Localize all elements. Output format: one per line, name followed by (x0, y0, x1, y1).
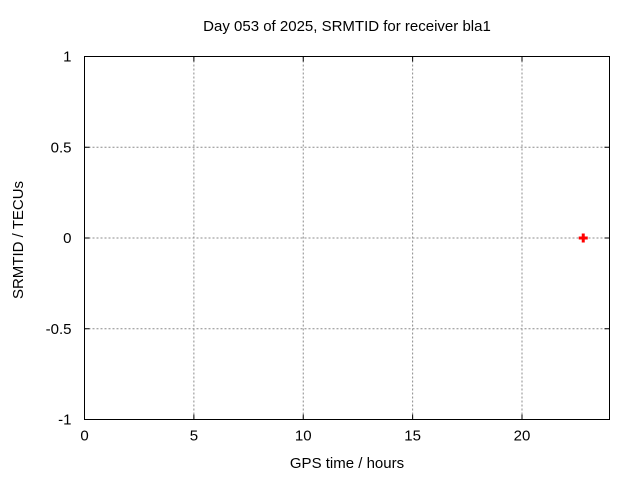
x-tick-label: 15 (404, 428, 421, 445)
y-tick-label: -1 (58, 412, 71, 429)
chart-title: Day 053 of 2025, SRMTID for receiver bla… (203, 18, 491, 35)
x-tick-label: 0 (80, 428, 88, 445)
y-tick-label: -0.5 (46, 321, 72, 338)
y-tick-label: 1 (63, 49, 71, 66)
x-tick-label: 20 (514, 428, 531, 445)
y-tick-label: 0 (63, 230, 71, 247)
plot-border (84, 56, 610, 420)
x-tick-label: 10 (295, 428, 312, 445)
x-axis-label: GPS time / hours (289, 455, 405, 472)
y-tick-label: 0.5 (51, 139, 72, 156)
x-tick-label: 5 (190, 428, 198, 445)
